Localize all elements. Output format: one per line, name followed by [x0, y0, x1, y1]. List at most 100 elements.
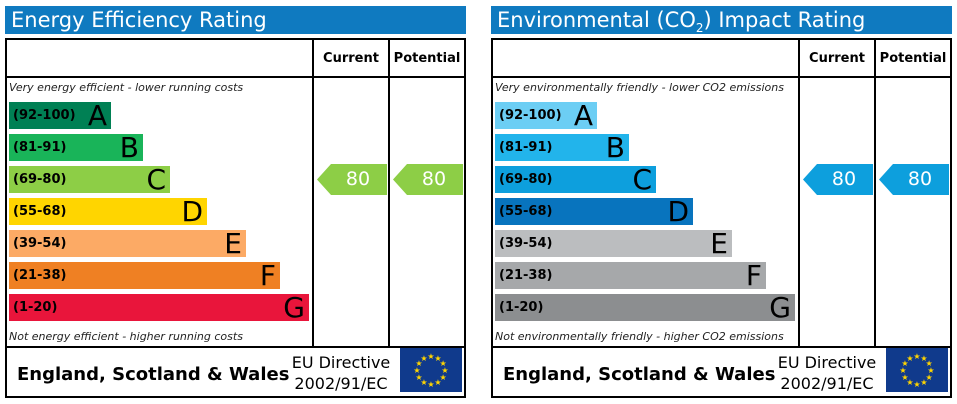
band-letter: A — [573, 99, 593, 132]
band-letter: B — [119, 131, 139, 164]
rating-band-a: (92-100) A — [9, 99, 111, 132]
star-icon: ★ — [415, 373, 422, 382]
bottom-caption: Not environmentally friendly - higher CO… — [495, 330, 784, 343]
eu-directive: EU Directive 2002/91/EC — [282, 352, 400, 394]
star-icon: ★ — [420, 378, 427, 387]
current-rating-value: 80 — [831, 168, 857, 190]
title-subscript: 2 — [695, 21, 704, 36]
rating-band-d: (55-68) D — [9, 195, 207, 228]
current-column-header: Current — [809, 51, 865, 66]
band-letter: G — [769, 291, 791, 324]
bottom-caption: Not energy efficient - higher running co… — [9, 330, 243, 343]
energy-frame: Current Potential Very energy efficient … — [5, 38, 466, 398]
band-letter: E — [224, 227, 242, 260]
rating-band-e: (39-54) E — [9, 227, 246, 260]
band-range: (55-68) — [499, 204, 553, 219]
eu-directive: EU Directive 2002/91/EC — [768, 352, 886, 394]
divider — [7, 346, 464, 348]
band-range: (92-100) — [499, 108, 562, 123]
rating-band-d: (55-68) D — [495, 195, 693, 228]
band-range: (92-100) — [13, 108, 76, 123]
star-icon: ★ — [420, 354, 427, 363]
star-icon: ★ — [415, 359, 422, 368]
rating-band-e: (39-54) E — [495, 227, 732, 260]
band-letter: F — [745, 259, 762, 292]
band-range: (81-91) — [499, 140, 553, 155]
band-range: (21-38) — [499, 268, 553, 283]
star-icon: ★ — [927, 366, 934, 375]
top-caption: Very energy efficient - lower running co… — [9, 81, 244, 94]
band-range: (39-54) — [499, 236, 553, 251]
star-icon: ★ — [920, 378, 927, 387]
current-arrow-shape — [803, 164, 873, 195]
star-icon: ★ — [899, 366, 906, 375]
band-letter: C — [632, 163, 652, 196]
potential-column-header: Potential — [393, 51, 461, 66]
current-rating-value: 80 — [345, 168, 371, 190]
band-range: (1-20) — [499, 300, 544, 315]
eu-directive-line2: 2002/91/EC — [780, 374, 874, 393]
eu-directive-line2: 2002/91/EC — [294, 374, 388, 393]
band-letter: D — [181, 195, 203, 228]
star-icon: ★ — [901, 373, 908, 382]
star-icon: ★ — [901, 359, 908, 368]
environment-title: Environmental (CO2) Impact Rating — [491, 6, 952, 36]
star-icon: ★ — [913, 380, 920, 389]
title-part: Environmental (CO — [497, 8, 696, 32]
divider — [388, 40, 390, 346]
current-arrow-shape — [317, 164, 387, 195]
band-letter: C — [146, 163, 166, 196]
star-icon: ★ — [440, 373, 447, 382]
band-range: (1-20) — [13, 300, 58, 315]
current-rating-arrow: 80 — [317, 164, 387, 195]
band-range: (81-91) — [13, 140, 67, 155]
star-icon: ★ — [906, 378, 913, 387]
star-icon: ★ — [906, 354, 913, 363]
band-range: (55-68) — [13, 204, 67, 219]
star-icon: ★ — [926, 373, 933, 382]
potential-rating-arrow: 80 — [393, 164, 463, 195]
star-icon: ★ — [926, 359, 933, 368]
band-range: (21-38) — [13, 268, 67, 283]
energy-title: Energy Efficiency Rating — [5, 6, 466, 34]
divider — [493, 346, 950, 348]
title-part: ) Impact Rating — [703, 8, 866, 32]
star-icon: ★ — [440, 359, 447, 368]
rating-band-b: (81-91) B — [9, 131, 143, 164]
star-icon: ★ — [913, 352, 920, 361]
top-caption: Very environmentally friendly - lower CO… — [495, 81, 784, 94]
rating-band-g: (1-20) G — [495, 291, 795, 324]
current-rating-arrow: 80 — [803, 164, 873, 195]
current-column-header: Current — [323, 51, 379, 66]
potential-rating-arrow: 80 — [879, 164, 949, 195]
star-icon: ★ — [920, 354, 927, 363]
divider — [798, 40, 800, 346]
band-letter: D — [667, 195, 689, 228]
rating-band-f: (21-38) F — [495, 259, 766, 292]
divider — [493, 76, 950, 78]
band-letter: B — [605, 131, 625, 164]
band-letter: E — [710, 227, 728, 260]
band-range: (69-80) — [499, 172, 553, 187]
energy-efficiency-panel: Energy Efficiency Rating Current Potenti… — [5, 6, 466, 398]
star-icon: ★ — [434, 378, 441, 387]
star-icon: ★ — [413, 366, 420, 375]
band-letter: A — [87, 99, 107, 132]
star-icon: ★ — [441, 366, 448, 375]
divider — [312, 40, 314, 346]
rating-band-c: (69-80) C — [495, 163, 656, 196]
band-letter: F — [259, 259, 276, 292]
divider — [874, 40, 876, 346]
potential-arrow-shape — [393, 164, 463, 195]
star-icon: ★ — [427, 352, 434, 361]
potential-arrow-shape — [879, 164, 949, 195]
eu-flag-icon: ★ ★ ★ ★ ★ ★ ★ ★ ★ ★ ★ ★ — [886, 348, 948, 392]
footer-country: England, Scotland & Wales — [17, 364, 290, 385]
potential-column-header: Potential — [879, 51, 947, 66]
potential-rating-value: 80 — [421, 168, 447, 190]
rating-band-f: (21-38) F — [9, 259, 280, 292]
star-icon: ★ — [434, 354, 441, 363]
eu-directive-line1: EU Directive — [291, 353, 391, 372]
eu-flag-icon: ★ ★ ★ ★ ★ ★ ★ ★ ★ ★ ★ ★ — [400, 348, 462, 392]
potential-rating-value: 80 — [907, 168, 933, 190]
